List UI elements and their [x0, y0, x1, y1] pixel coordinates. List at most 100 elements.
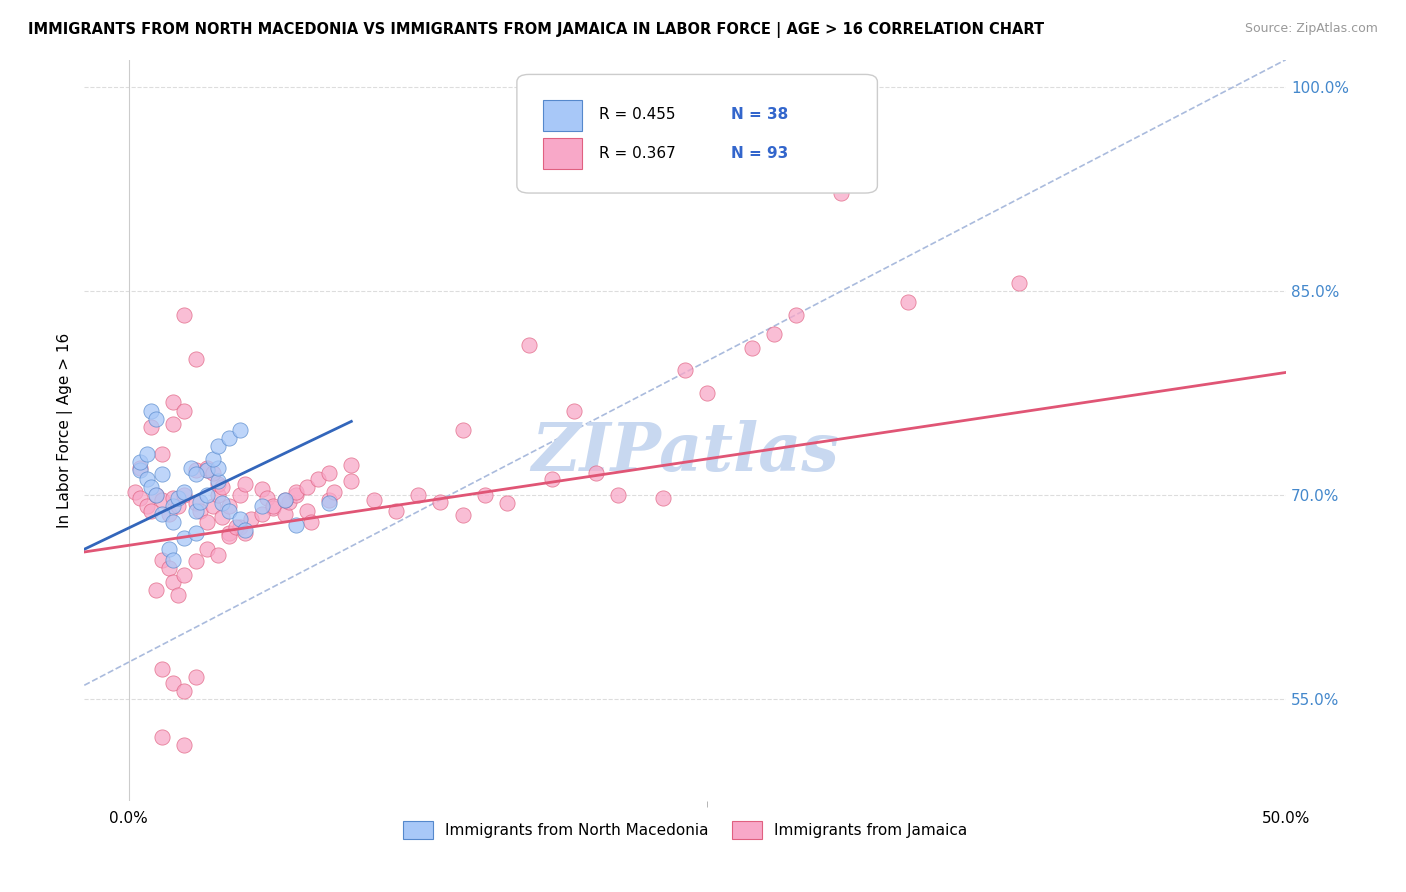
Point	[322, 485, 344, 500]
Text: ZIPatlas: ZIPatlas	[531, 420, 839, 485]
Point	[233, 523, 256, 537]
Point	[202, 499, 225, 513]
Point	[585, 466, 607, 480]
Bar	[543, 100, 582, 131]
Point	[157, 561, 180, 575]
Point	[229, 423, 252, 437]
Point	[741, 341, 763, 355]
Point	[540, 471, 562, 485]
Point	[184, 504, 207, 518]
Point	[340, 458, 363, 472]
Point	[218, 525, 240, 540]
Point	[184, 525, 207, 540]
Point	[284, 485, 307, 500]
Point	[207, 439, 229, 453]
Point	[139, 480, 162, 494]
Point	[173, 683, 195, 698]
Point	[195, 488, 218, 502]
Point	[150, 507, 173, 521]
Point	[496, 496, 519, 510]
Point	[229, 488, 252, 502]
Point	[225, 520, 247, 534]
Point	[173, 738, 195, 752]
Point	[406, 488, 429, 502]
Text: R = 0.367: R = 0.367	[599, 145, 675, 161]
Point	[252, 499, 274, 513]
Point	[162, 499, 184, 513]
Point	[207, 460, 229, 475]
Point	[184, 463, 207, 477]
Text: N = 93: N = 93	[731, 145, 787, 161]
Point	[252, 507, 274, 521]
Point	[562, 403, 585, 417]
Text: R = 0.455: R = 0.455	[599, 107, 675, 122]
Point	[763, 327, 786, 342]
Point	[157, 507, 180, 521]
Point	[184, 496, 207, 510]
Point	[162, 417, 184, 431]
Point	[262, 499, 284, 513]
Point	[129, 491, 152, 505]
Point	[318, 466, 340, 480]
Point	[145, 488, 167, 502]
Point	[830, 186, 852, 200]
Bar	[543, 138, 582, 169]
Point	[284, 488, 307, 502]
Point	[145, 488, 167, 502]
Point	[363, 493, 385, 508]
Point	[135, 499, 157, 513]
Point	[162, 491, 184, 505]
Point	[166, 499, 188, 513]
Point	[451, 508, 474, 523]
Point	[195, 463, 218, 477]
Point	[429, 494, 451, 508]
Point	[273, 507, 295, 521]
Point	[218, 499, 240, 513]
Point	[451, 423, 474, 437]
Point	[129, 455, 152, 469]
Y-axis label: In Labor Force | Age > 16: In Labor Force | Age > 16	[58, 333, 73, 528]
Point	[218, 431, 240, 445]
Point	[124, 485, 146, 500]
Point	[195, 463, 218, 477]
Point	[150, 493, 173, 508]
Point	[129, 463, 152, 477]
Point	[207, 475, 229, 489]
Point	[607, 488, 630, 502]
Point	[284, 517, 307, 532]
Point	[252, 483, 274, 497]
Point	[188, 504, 211, 518]
Point	[139, 403, 162, 417]
Point	[233, 525, 256, 540]
Point	[195, 460, 218, 475]
Point	[207, 477, 229, 491]
Point	[340, 475, 363, 489]
Point	[240, 512, 263, 526]
Point	[385, 504, 408, 518]
Point	[229, 520, 252, 534]
Point	[157, 542, 180, 557]
Point	[195, 515, 218, 529]
Point	[162, 574, 184, 589]
Point	[162, 515, 184, 529]
Point	[278, 494, 301, 508]
Legend: Immigrants from North Macedonia, Immigrants from Jamaica: Immigrants from North Macedonia, Immigra…	[396, 815, 974, 845]
Point	[307, 471, 329, 485]
Point	[166, 491, 188, 505]
Point	[295, 480, 318, 494]
Point	[166, 589, 188, 603]
Point	[651, 491, 673, 505]
Text: N = 38: N = 38	[731, 107, 787, 122]
Point	[173, 488, 195, 502]
Point	[207, 488, 229, 502]
Point	[195, 542, 218, 557]
Point	[139, 420, 162, 434]
Point	[299, 515, 322, 529]
Point	[135, 447, 157, 461]
Point	[150, 730, 173, 744]
Point	[318, 493, 340, 508]
Point	[129, 460, 152, 475]
Text: Source: ZipAtlas.com: Source: ZipAtlas.com	[1244, 22, 1378, 36]
Point	[202, 452, 225, 467]
Point	[184, 670, 207, 684]
